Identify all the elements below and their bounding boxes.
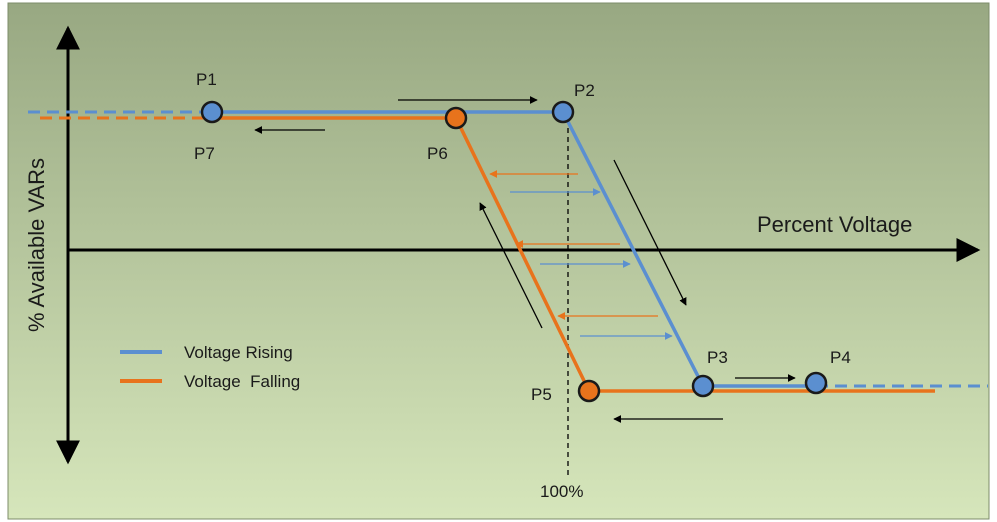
legend-falling-label: Voltage Falling — [184, 372, 300, 391]
point-p1-label: P1 — [196, 70, 217, 89]
point-p4-marker — [804, 371, 828, 395]
point-p3-label: P3 — [707, 348, 728, 367]
rising-curve — [28, 110, 988, 388]
points — [200, 100, 828, 403]
point-p7-label: P7 — [194, 144, 215, 163]
point-p6-label: P6 — [427, 144, 448, 163]
point-p3-marker — [691, 374, 715, 398]
x-axis-label: Percent Voltage — [757, 212, 912, 237]
y-axis-label: % Available VARs — [24, 158, 49, 332]
reference-100-label: 100% — [540, 482, 583, 501]
direction-arrows — [254, 96, 796, 423]
point-p1-marker — [200, 100, 224, 124]
point-p6-marker — [444, 106, 468, 130]
falling-curve — [40, 116, 935, 393]
point-p2-label: P2 — [574, 81, 595, 100]
falling-line — [210, 116, 935, 393]
arrow-p5-to-p6 — [479, 202, 543, 329]
legend: Voltage Rising Voltage Falling — [120, 343, 300, 391]
point-p5-marker — [577, 379, 601, 403]
transition-arrows — [489, 170, 673, 340]
legend-rising-label: Voltage Rising — [184, 343, 293, 362]
rising-line — [210, 110, 816, 388]
point-p4-label: P4 — [830, 348, 851, 367]
point-p2-marker — [551, 100, 575, 124]
background-panel — [7, 2, 990, 520]
arrow-p2-to-p3 — [613, 159, 687, 306]
point-p5-label: P5 — [531, 385, 552, 404]
